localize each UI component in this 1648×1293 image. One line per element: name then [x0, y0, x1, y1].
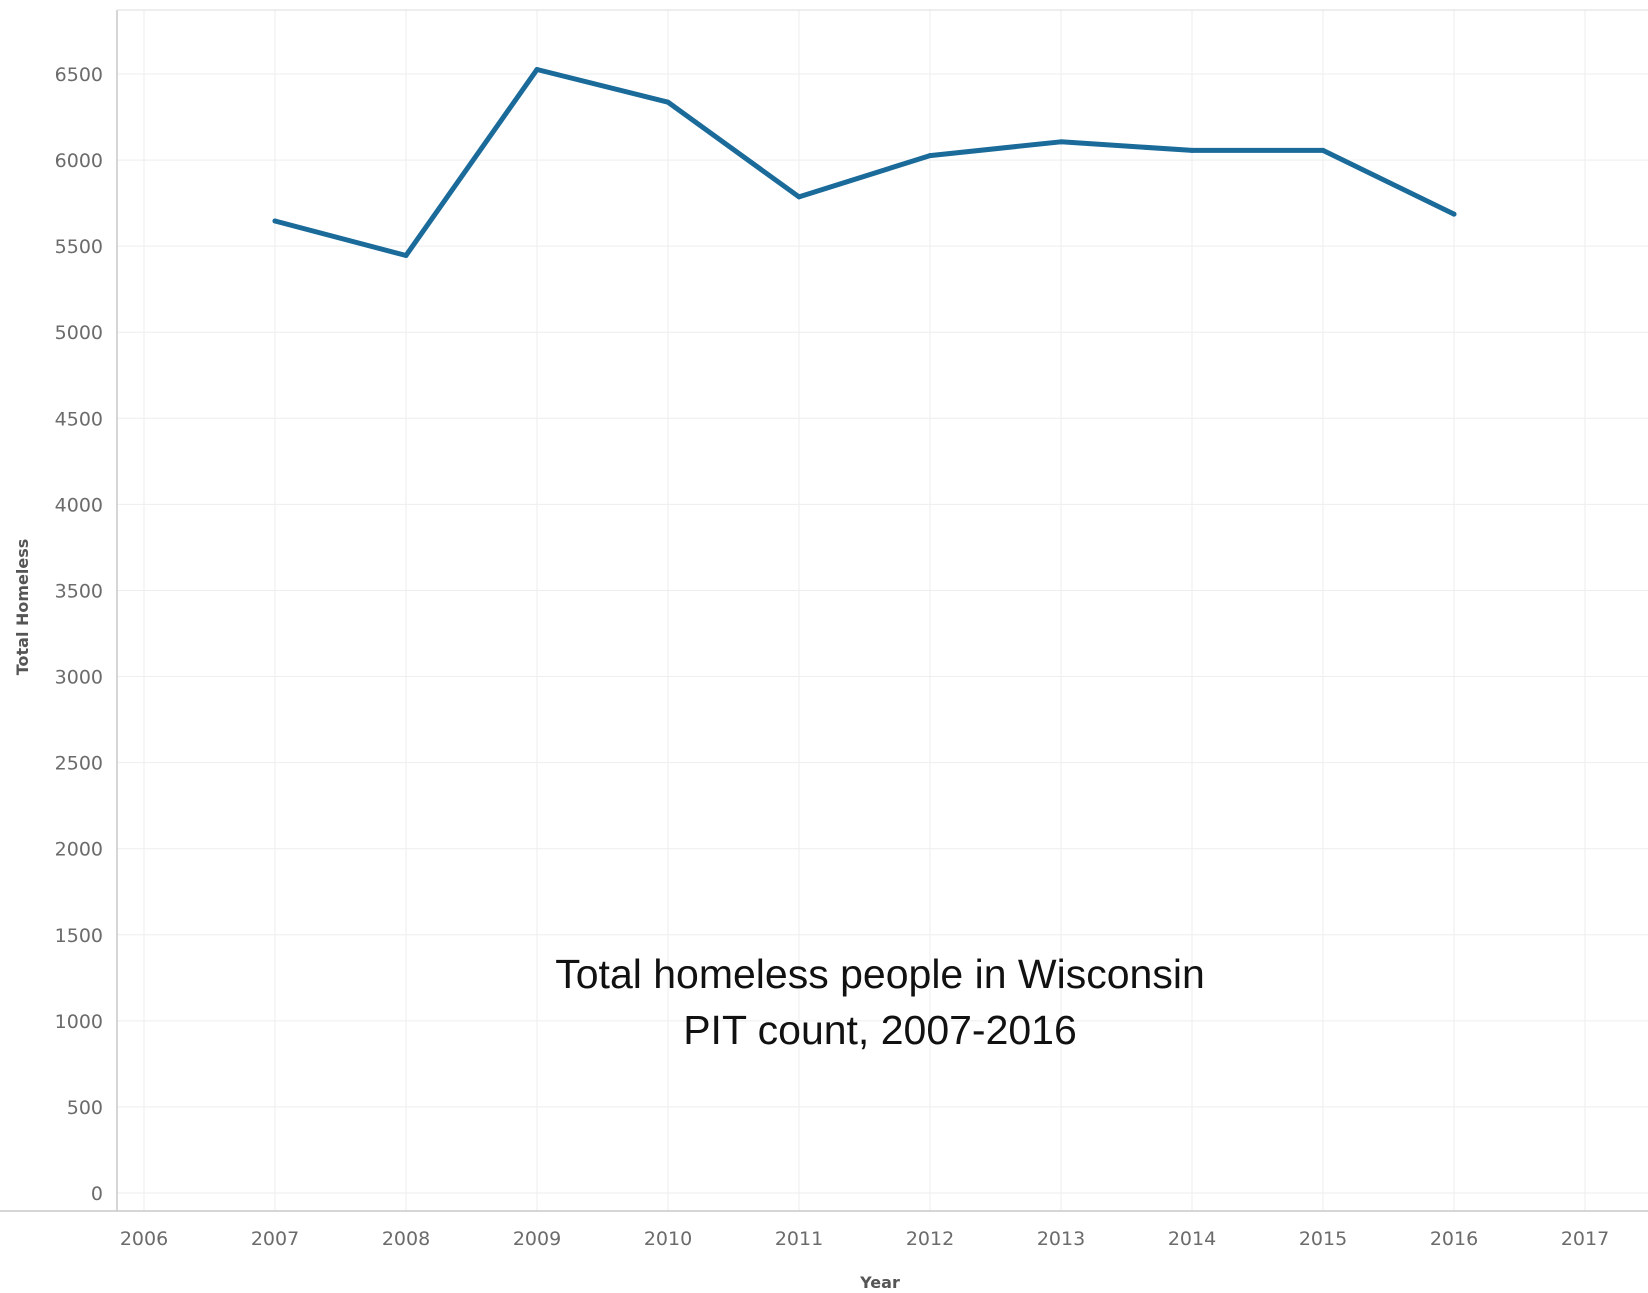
data-point-2007	[272, 218, 278, 224]
annotation-line-2: PIT count, 2007-2016	[683, 1007, 1077, 1053]
y-tick-label-1000: 1000	[55, 1011, 103, 1033]
data-point-2009	[534, 67, 540, 73]
y-tick-label-5000: 5000	[55, 322, 103, 344]
series-line-0	[272, 67, 1457, 258]
x-tick-label-2014: 2014	[1168, 1228, 1216, 1250]
y-tick-label-6500: 6500	[55, 64, 103, 86]
data-point-2010	[665, 99, 671, 105]
y-tick-label-5500: 5500	[55, 236, 103, 258]
gridlines	[117, 10, 1648, 1211]
y-tick-label-6000: 6000	[55, 150, 103, 172]
x-axis-ticks: 2006 2007 2008 2009 2010 2011 2012 2013 2014 2015…	[120, 1228, 1609, 1250]
data-point-2015	[1320, 147, 1326, 153]
data-point-2011	[796, 194, 802, 200]
y-axis-title: Total Homeless	[13, 539, 32, 676]
x-axis-title: Year	[859, 1273, 900, 1292]
y-tick-label-3500: 3500	[55, 580, 103, 602]
x-tick-label-2015: 2015	[1299, 1228, 1347, 1250]
data-point-2013	[1058, 139, 1064, 145]
y-tick-label-0: 0	[91, 1183, 103, 1205]
y-tick-label-2500: 2500	[55, 753, 103, 775]
data-point-2014	[1189, 147, 1195, 153]
x-tick-label-2006: 2006	[120, 1228, 168, 1250]
x-tick-label-2013: 2013	[1037, 1228, 1085, 1250]
x-tick-label-2011: 2011	[775, 1228, 823, 1250]
x-tick-label-2009: 2009	[513, 1228, 561, 1250]
x-tick-label-2017: 2017	[1561, 1228, 1609, 1250]
y-tick-label-3000: 3000	[55, 667, 103, 689]
x-tick-label-2010: 2010	[644, 1228, 692, 1250]
x-tick-label-2008: 2008	[382, 1228, 430, 1250]
data-point-2008	[403, 252, 409, 258]
x-tick-label-2016: 2016	[1430, 1228, 1478, 1250]
y-tick-label-1500: 1500	[55, 925, 103, 947]
data-point-2016	[1451, 211, 1457, 217]
y-tick-label-2000: 2000	[55, 839, 103, 861]
x-tick-label-2012: 2012	[906, 1228, 954, 1250]
y-tick-label-500: 500	[67, 1097, 103, 1119]
y-axis-ticks: 0 500 1000 1500 2000 2500 3000 3500 4000 4500 5000…	[55, 64, 103, 1205]
axes	[0, 9, 1648, 1212]
series-layer	[272, 67, 1457, 258]
y-tick-label-4000: 4000	[55, 494, 103, 516]
x-tick-label-2007: 2007	[251, 1228, 299, 1250]
data-point-2012	[927, 153, 933, 159]
y-tick-label-4500: 4500	[55, 408, 103, 430]
annotation-line-1: Total homeless people in Wisconsin	[555, 951, 1205, 997]
